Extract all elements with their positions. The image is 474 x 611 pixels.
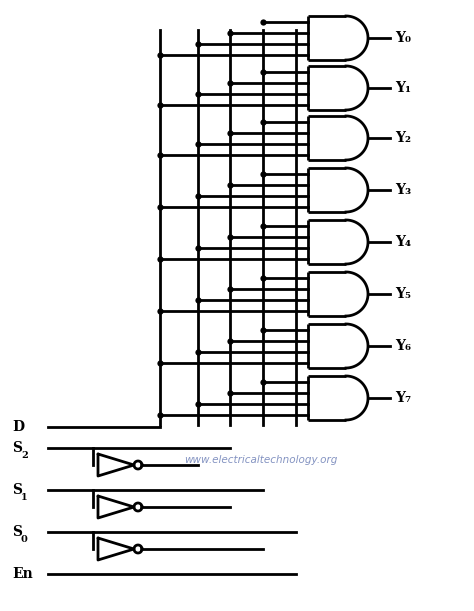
Text: Y₆: Y₆: [395, 339, 411, 353]
Text: S: S: [12, 441, 22, 455]
Text: 1: 1: [21, 493, 27, 502]
Text: S: S: [12, 525, 22, 539]
Text: Y₂: Y₂: [395, 131, 411, 145]
Text: Y₃: Y₃: [395, 183, 411, 197]
Text: 0: 0: [21, 535, 28, 544]
Text: S: S: [12, 483, 22, 497]
Text: D: D: [12, 420, 24, 434]
Text: www.electricaltechnology.org: www.electricaltechnology.org: [184, 455, 337, 465]
Text: Y₁: Y₁: [395, 81, 411, 95]
Text: Y₄: Y₄: [395, 235, 411, 249]
Text: 2: 2: [21, 451, 28, 460]
Text: Y₅: Y₅: [395, 287, 411, 301]
Text: Y₇: Y₇: [395, 391, 411, 405]
Text: Y₀: Y₀: [395, 31, 411, 45]
Text: En: En: [12, 567, 33, 581]
